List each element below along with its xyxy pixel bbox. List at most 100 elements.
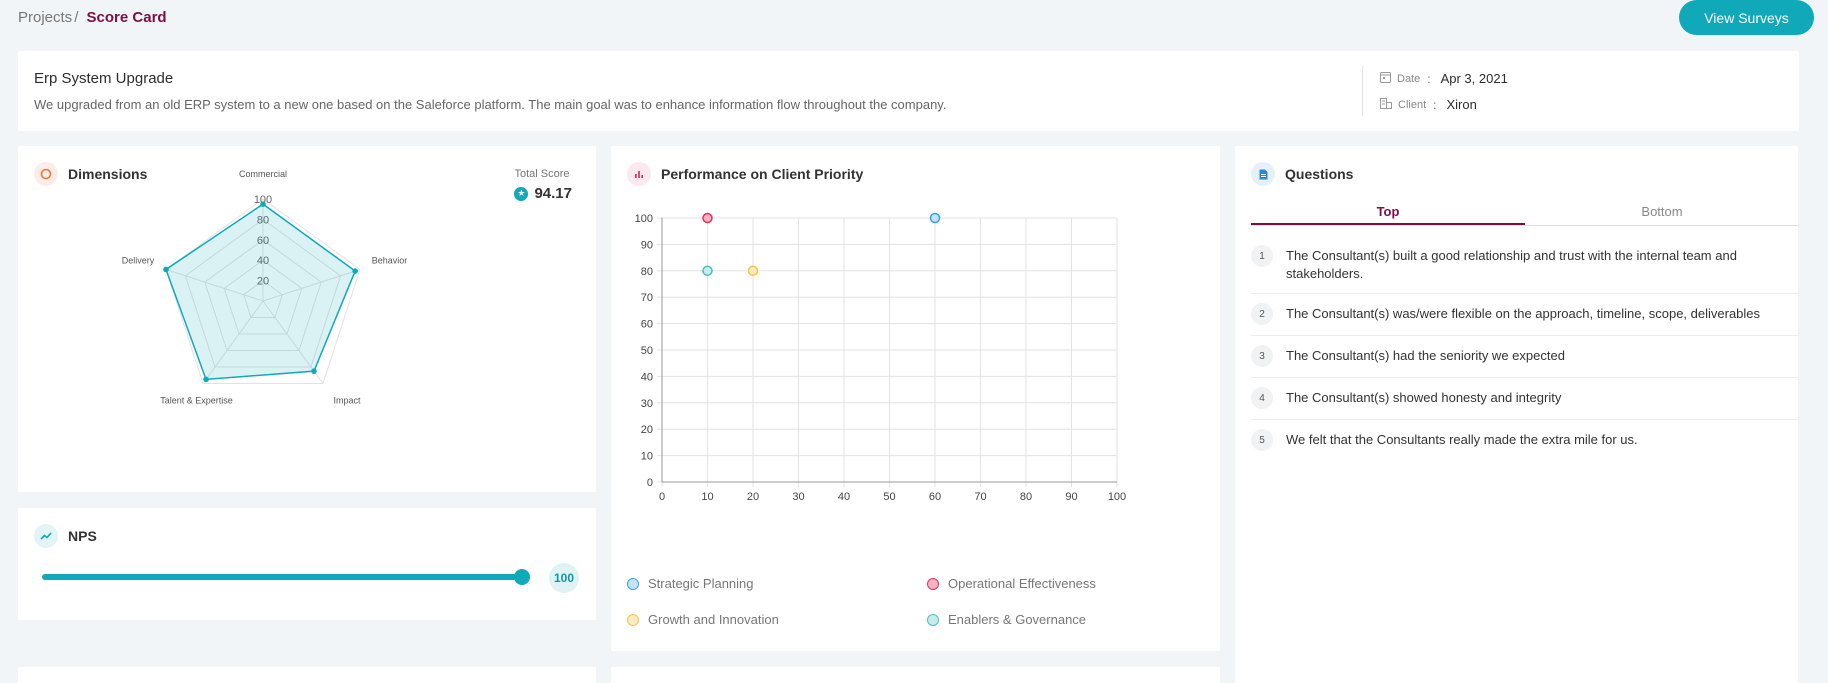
questions-header: Questions: [1251, 162, 1353, 186]
y-tick-label: 50: [641, 345, 653, 357]
nps-slider-fill: [42, 574, 522, 580]
radar-axis-label: Commercial: [239, 169, 287, 179]
date-value: Apr 3, 2021: [1440, 71, 1508, 86]
view-surveys-button[interactable]: View Surveys: [1679, 0, 1814, 35]
y-tick-label: 0: [647, 477, 653, 489]
nps-value-badge: 100: [549, 563, 579, 593]
performance-card: Performance on Client Priority 0 10 20 30 40…: [611, 146, 1220, 651]
nps-slider-handle[interactable]: [514, 569, 530, 585]
bottom-card-partial: [18, 667, 596, 683]
y-tick-label: 100: [635, 213, 653, 225]
scatter-point: [702, 212, 713, 224]
question-text: The Consultant(s) showed honesty and int…: [1286, 390, 1562, 405]
nps-slider-track[interactable]: [42, 574, 522, 580]
radar-axis-line: [202, 300, 264, 384]
scatter-point: [747, 265, 759, 277]
y-tick-label: 30: [641, 398, 653, 410]
scatter-point: [929, 212, 941, 224]
radar-axis-label: Talent & Expertise: [160, 395, 233, 405]
radar-tick-label: 80: [257, 214, 269, 226]
legend-label: Strategic Planning: [648, 576, 754, 591]
bottom-card-partial: [611, 667, 1220, 683]
building-icon: [1380, 97, 1392, 112]
x-tick-label: 30: [792, 491, 804, 503]
question-number: 1: [1251, 245, 1273, 267]
x-tick-label: 100: [1108, 491, 1126, 503]
legend-swatch: [927, 577, 939, 590]
client-colon: :: [1433, 97, 1437, 112]
x-tick-label: 50: [883, 491, 895, 503]
list-item: 3 The Consultant(s) had the seniority we …: [1251, 345, 1799, 378]
radar-data-point: [260, 201, 266, 207]
total-score-label: Total Score: [514, 168, 570, 180]
legend-item[interactable]: Operational Effectiveness: [927, 576, 1096, 591]
question-number: 2: [1251, 303, 1273, 325]
list-item: 1 The Consultant(s) built a good relation…: [1251, 245, 1799, 294]
scatter-point: [702, 265, 713, 277]
radar-series-area: [165, 203, 357, 381]
dimensions-card: 20 40 60 80 100 Commercial Behavior Impact Talen…: [18, 146, 596, 492]
date-colon: :: [1427, 71, 1431, 86]
radar-grid-ring: [184, 218, 342, 368]
x-tick-label: 70: [974, 491, 986, 503]
question-text: The Consultant(s) was/were flexible on t…: [1286, 306, 1761, 321]
dimensions-radar-chart: 20 40 60 80 100 Commercial Behavior Impact Talen…: [122, 169, 408, 405]
nps-title: NPS: [68, 528, 97, 544]
target-icon: [34, 162, 58, 186]
y-tick-label: 70: [641, 292, 653, 304]
radar-tick-label: 40: [257, 255, 269, 267]
document-icon: [1251, 162, 1275, 186]
breadcrumb-separator: /: [74, 9, 79, 26]
bar-chart-icon: [627, 162, 651, 186]
radar-axis-label: Behavior: [372, 256, 408, 266]
y-tick-label: 40: [641, 371, 653, 383]
radar-grid-ring: [223, 259, 303, 335]
total-score-value: 94.17: [534, 185, 572, 202]
question-text: We felt that the Consultants really made…: [1286, 432, 1638, 447]
legend-item[interactable]: Strategic Planning: [627, 576, 754, 591]
client-label: Client: [1398, 98, 1427, 111]
star-icon: ★: [514, 186, 529, 201]
project-date: Date : Apr 3, 2021: [1380, 71, 1508, 86]
breadcrumb: Projects / Score Card: [18, 9, 167, 26]
date-label: Date: [1397, 72, 1421, 85]
project-client: Client : Xiron: [1380, 97, 1477, 112]
y-tick-label: 60: [641, 319, 653, 331]
legend-label: Growth and Innovation: [648, 612, 779, 627]
radar-axis-label: Delivery: [122, 256, 155, 266]
radar-axis-label: Impact: [333, 395, 361, 405]
y-tick-label: 20: [641, 424, 653, 436]
dimensions-header: Dimensions: [34, 162, 147, 186]
radar-grid-ring: [243, 279, 283, 319]
tab-bottom[interactable]: Bottom: [1641, 204, 1683, 219]
tab-top[interactable]: Top: [1251, 198, 1525, 225]
page-title: Score Card: [86, 9, 167, 26]
breadcrumb-projects-link[interactable]: Projects: [18, 9, 73, 26]
divider: [1362, 66, 1363, 116]
questions-list: 1 The Consultant(s) built a good relation…: [1251, 245, 1799, 471]
project-title: Erp System Upgrade: [34, 70, 174, 87]
radar-tick-label: 100: [254, 194, 272, 206]
questions-tabs: Top Bottom: [1251, 198, 1799, 226]
legend-item[interactable]: Growth and Innovation: [627, 612, 779, 627]
radar-data-point: [203, 376, 209, 383]
x-tick-label: 20: [747, 491, 759, 503]
y-tick-label: 80: [641, 266, 653, 278]
question-text: The Consultant(s) had the seniority we e…: [1286, 348, 1565, 363]
legend-item[interactable]: Enablers & Governance: [927, 612, 1086, 627]
total-score: Total Score ★ 94.17: [514, 168, 572, 202]
radar-tick-label: 20: [257, 276, 269, 288]
project-summary-card: Erp System Upgrade We upgraded from an o…: [18, 51, 1799, 131]
list-item: 2 The Consultant(s) was/were flexible on …: [1251, 303, 1799, 336]
legend-label: Operational Effectiveness: [948, 576, 1096, 591]
radar-axis-line: [165, 269, 264, 302]
x-tick-label: 80: [1020, 491, 1032, 503]
list-item: 5 We felt that the Consultants really mad…: [1251, 429, 1799, 461]
project-description: We upgraded from an old ERP system to a …: [34, 97, 947, 112]
x-tick-label: 40: [838, 491, 850, 503]
client-value: Xiron: [1446, 97, 1477, 112]
radar-tick-label: 60: [257, 235, 269, 247]
legend-swatch: [627, 613, 639, 626]
radar-data-point: [352, 268, 358, 274]
x-tick-label: 90: [1065, 491, 1077, 503]
